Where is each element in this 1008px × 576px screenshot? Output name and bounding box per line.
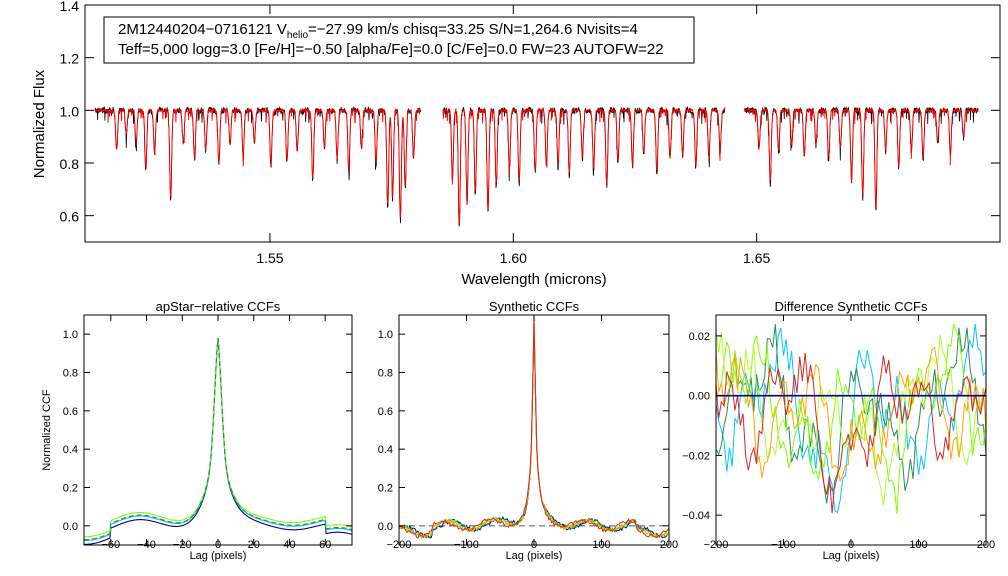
spectrum-line-model-chip-2 [442,107,726,225]
x-tick-label: 40 [283,539,295,551]
synthetic-ccf-line-visit-1 [398,320,670,539]
annotation-line-1-prefix: 2M12440204−0716121 V [118,21,287,38]
x-tick-label: 100 [909,539,927,551]
annotation-line-1: 2M12440204−0716121 Vhelio=−27.99 km/s ch… [118,21,638,41]
spectrum-line-observed-chip-1 [94,106,422,224]
x-tick-label: 0 [848,539,854,551]
y-tick-label: 1.4 [60,0,80,14]
y-tick-label: 0.2 [378,483,393,495]
apstar-ccf-panel: apStar−relative CCFs −60 −40 −20 0 20 40 60 0.0… [41,299,353,562]
x-tick-label: −100 [454,539,479,551]
x-tick-label: −200 [704,539,729,551]
y-tick-label: 0.8 [63,368,78,380]
synthetic-ccf-x-axis-label: Lag (pixels) [506,550,563,562]
annotation-line-1-suffix: =−27.99 km/s chisq=33.25 S/N=1,264.6 Nvi… [308,21,638,38]
y-tick-label: 1.2 [60,51,80,67]
x-tick-label: −20 [173,539,192,551]
spectrum-y-axis-label: Normalized Flux [31,69,48,178]
difference-ccf-x-axis-label: Lag (pixels) [823,550,880,562]
y-tick-label: 1.0 [378,329,393,341]
synthetic-ccf-title: Synthetic CCFs [489,299,580,314]
ccf-line-visit-2 [84,337,353,542]
y-tick-label: 0.6 [63,406,78,418]
spectrum-panel: 1.55 1.60 1.65 0.6 0.8 1.0 1.2 1.4 2M12440204−0… [31,0,1001,288]
annotation-line-2: Teff=5,000 logg=3.0 [Fe/H]=−0.50 [alpha/… [118,41,664,58]
y-tick-label: 0.00 [689,391,710,403]
synthetic-ccf-line-visit-2 [398,320,670,539]
apstar-ccf-x-axis-label: Lag (pixels) [190,550,247,562]
annotation-box [103,16,695,64]
y-tick-label: −0.04 [682,510,710,522]
y-tick-label: 0.4 [378,444,393,456]
x-tick-label: 1.55 [256,250,283,266]
x-tick-label: 0 [215,539,221,551]
y-tick-label: 0.8 [378,368,393,380]
x-tick-label: 0 [531,539,537,551]
difference-ccf-line-visit-5 [715,346,987,483]
synthetic-ccf-frame [398,314,670,546]
x-tick-label: −40 [137,539,156,551]
apstar-ccf-plot-area [83,337,353,545]
annotation-subscript: helio [287,30,309,41]
ccf-line-visit-1 [83,337,353,545]
synthetic-ccf-line-visit-3 [398,316,670,538]
difference-ccf-line-visit-1 [715,323,987,514]
apstar-ccf-frame [83,314,353,546]
x-tick-label: 20 [248,539,260,551]
y-tick-label: 1.0 [63,329,78,341]
synthetic-ccf-panel: Synthetic CCFs −200 −100 0 100 200 0.0 0.2 0.4 0… [378,299,678,562]
spectrum-x-axis-label: Wavelength (microns) [461,271,606,288]
y-tick-label: 0.0 [63,521,78,533]
x-tick-label: −100 [771,539,796,551]
y-tick-label: 0.4 [63,444,78,456]
spectrum-line-model-chip-1 [94,107,422,218]
difference-ccf-line-visit-2 [715,324,987,504]
y-tick-label: 0.8 [60,156,80,172]
synthetic-ccf-plot-area [398,316,670,539]
y-tick-label: 0.02 [689,331,710,343]
spectrum-line-model-chip-3 [744,107,979,208]
synthetic-ccf-ticks: −200 −100 0 100 200 0.0 0.2 0.4 0.6 0.8 1.0 [378,315,678,551]
y-tick-label: 0.6 [60,209,80,225]
ccf-line-visit-4 [84,337,353,541]
x-tick-label: 200 [660,539,678,551]
y-tick-label: −0.02 [682,450,710,462]
x-tick-label: 100 [592,539,610,551]
difference-ccf-panel: Difference Synthetic CCFs −200 −100 0 100 20… [682,299,995,562]
x-tick-label: −60 [101,539,120,551]
apstar-ccf-title: apStar−relative CCFs [156,299,281,314]
difference-ccf-line-visit-3 [715,323,987,514]
difference-ccf-line-visit-6 [715,352,987,514]
y-tick-label: 0.0 [378,521,393,533]
y-tick-label: 1.0 [60,103,80,119]
apstar-ccf-ticks: −60 −40 −20 0 20 40 60 0.0 0.2 0.4 0.6 0.8 1.0 [63,315,352,551]
x-tick-label: 60 [319,539,331,551]
y-tick-label: 0.6 [378,406,393,418]
spectrum-plot-area [94,105,979,227]
apstar-ccf-y-axis-label: Normalized CCF [41,389,53,471]
x-tick-label: 1.65 [743,250,770,266]
difference-ccf-line-visit-4 [715,330,987,506]
x-tick-label: −200 [387,539,412,551]
spectrum-frame [84,4,1001,243]
difference-ccf-title: Difference Synthetic CCFs [775,299,928,314]
x-tick-label: 200 [977,539,995,551]
difference-ccf-frame [715,314,987,546]
difference-ccf-ticks: −200 −100 0 100 200 −0.04 −0.02 0.00 0.02 [682,315,995,551]
ccf-line-visit-3 [84,337,353,538]
y-tick-label: 0.2 [63,483,78,495]
x-tick-label: 1.60 [500,250,527,266]
synthetic-ccf-line-visit-5 [398,317,670,539]
spectrum-ticks: 1.55 1.60 1.65 0.6 0.8 1.0 1.2 1.4 [60,0,1000,266]
difference-ccf-plot-area [715,323,987,514]
synthetic-ccf-line-visit-4 [398,316,670,539]
